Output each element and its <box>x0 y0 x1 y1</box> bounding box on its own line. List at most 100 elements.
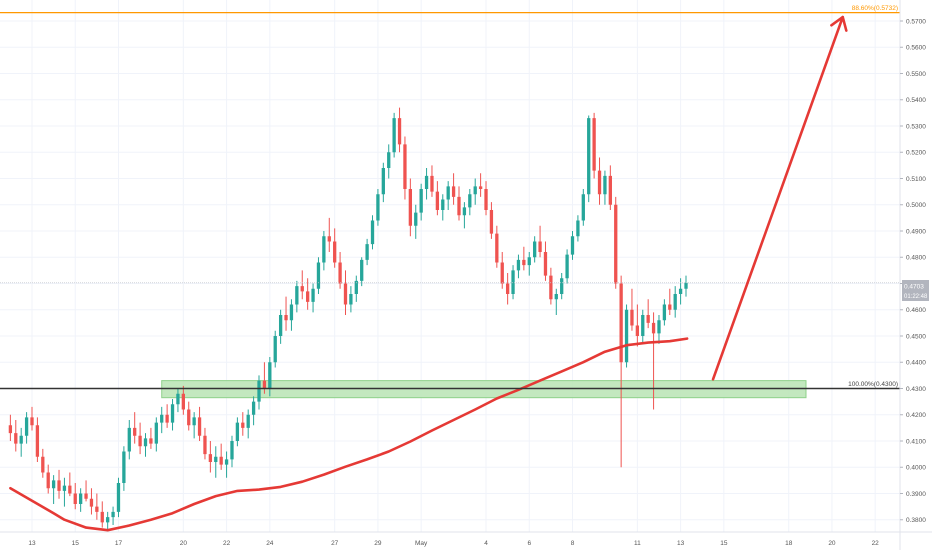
candle-body <box>41 456 45 473</box>
candle-body <box>62 485 67 491</box>
candle-body <box>203 435 207 455</box>
candle-body <box>95 506 99 512</box>
x-tick-label: 22 <box>223 540 231 547</box>
y-tick-label: 0.4400 <box>906 360 926 367</box>
candle-body <box>641 315 645 336</box>
candle-body <box>273 336 277 363</box>
fib-100-label: 100.00%(0.4300) <box>848 381 898 388</box>
candle-body <box>662 304 667 321</box>
candle-body <box>441 199 445 210</box>
candle-body <box>170 404 175 423</box>
candle-body <box>284 315 288 321</box>
y-axis[interactable]: 0.5700 0.5600 0.5500 0.5400 0.5300 0.5200 0.51… <box>900 18 926 524</box>
candle-body <box>392 118 396 153</box>
y-tick-label: 0.4500 <box>906 333 926 340</box>
candle-body <box>387 152 391 168</box>
candle-body <box>30 417 34 426</box>
x-axis[interactable]: 13 15 17 20 22 24 27 29 May 4 6 8 11 13 15 18 20 22 <box>28 540 879 547</box>
candle-body <box>57 480 61 491</box>
candle-body <box>630 309 634 326</box>
candle-body <box>608 175 612 205</box>
x-tick-label: 27 <box>331 540 339 547</box>
candle-body <box>19 435 23 444</box>
candle-body <box>533 241 537 258</box>
x-tick-label: 8 <box>571 540 575 547</box>
current-price-tag: 0.4703 01:22:48 <box>902 280 929 301</box>
candle-body <box>451 186 456 197</box>
grid <box>0 0 900 532</box>
price-tag-background <box>902 280 929 301</box>
x-tick-label: 15 <box>720 540 728 547</box>
y-tick-label: 0.4300 <box>906 386 926 393</box>
x-tick-label: 29 <box>374 540 382 547</box>
candle-body <box>149 438 153 444</box>
candle-body <box>116 483 121 512</box>
y-tick-label: 0.4000 <box>906 465 926 472</box>
candle-body <box>473 186 477 195</box>
candle-body <box>78 493 83 504</box>
candle-body <box>246 414 250 428</box>
candle-body <box>484 189 488 210</box>
candle-body <box>376 194 380 221</box>
candle-body <box>354 280 358 294</box>
ema-200-line <box>9 337 689 532</box>
candle-body <box>143 438 148 447</box>
candle-body <box>651 322 656 334</box>
candle-body <box>89 498 94 507</box>
candle-body <box>581 194 585 221</box>
candle-body <box>14 433 18 444</box>
candle-body <box>635 325 640 336</box>
candle-body <box>549 275 553 300</box>
candle-body <box>403 144 407 189</box>
candle-body <box>235 422 240 441</box>
candle-body <box>154 422 158 444</box>
candle-body <box>311 288 315 302</box>
candle-body <box>35 425 40 457</box>
candle-body <box>230 441 234 460</box>
candle-body <box>181 393 185 410</box>
candle-body <box>192 417 196 426</box>
x-tick-label: 13 <box>28 540 36 547</box>
candle-body <box>187 409 191 426</box>
candle-body <box>338 262 342 284</box>
y-tick-label: 0.4800 <box>906 255 926 262</box>
candle-body <box>414 212 418 226</box>
candle-body <box>597 170 602 195</box>
candle-body <box>322 236 326 263</box>
candle-body <box>8 425 13 434</box>
candle-body <box>316 262 321 289</box>
candle-body <box>295 286 299 305</box>
candle-body <box>408 189 412 226</box>
candle-body <box>560 278 564 294</box>
x-tick-label: 11 <box>634 540 641 547</box>
candle-body <box>505 283 510 294</box>
candle-body <box>565 254 569 279</box>
candle-body <box>678 288 683 294</box>
candle-body <box>349 294 353 305</box>
y-tick-label: 0.5000 <box>906 202 926 209</box>
candle-body <box>219 456 223 465</box>
y-tick-label: 0.5300 <box>906 123 926 130</box>
candle-body <box>133 427 137 436</box>
candle-body <box>241 422 245 428</box>
candle-body <box>224 459 229 465</box>
y-tick-label: 0.5100 <box>906 176 926 183</box>
candle-body <box>100 511 104 523</box>
candle-body <box>673 294 677 310</box>
candle-body <box>127 427 131 452</box>
y-tick-label: 0.5500 <box>906 71 926 78</box>
y-tick-label: 0.5200 <box>906 150 926 157</box>
candle-body <box>300 286 304 292</box>
x-tick-label: May <box>415 540 428 547</box>
candle-body <box>657 320 661 334</box>
candle-body <box>397 118 402 145</box>
candle-body <box>500 262 504 284</box>
candle-body <box>478 186 483 189</box>
x-tick-label: 15 <box>72 540 80 547</box>
candle-body <box>435 191 440 210</box>
x-tick-label: 13 <box>677 540 685 547</box>
candle-body <box>365 244 369 260</box>
candle-body <box>257 380 261 402</box>
x-tick-label: 22 <box>872 540 880 547</box>
